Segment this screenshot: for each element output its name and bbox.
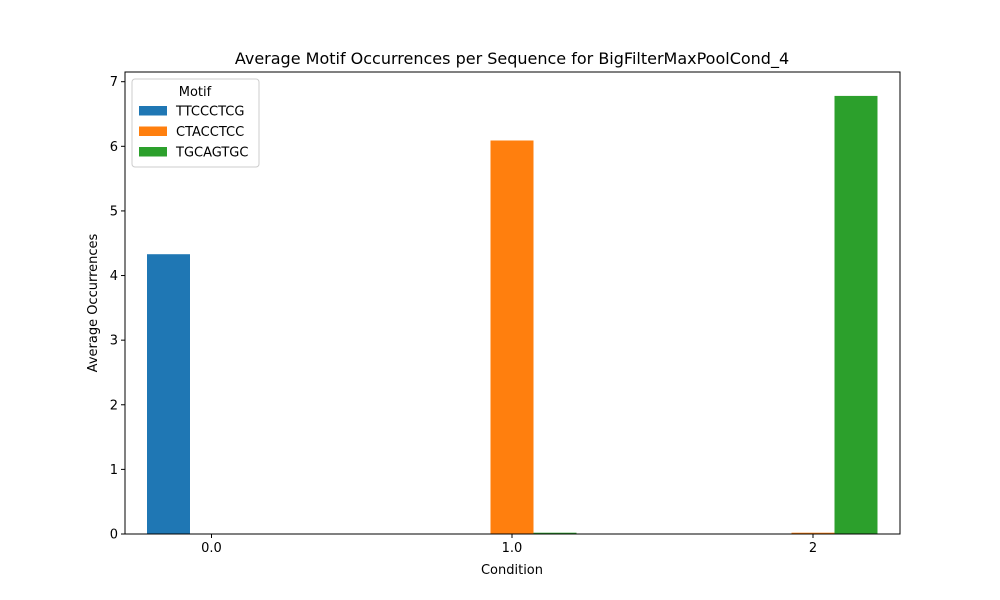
- x-tick-label: 0.0: [201, 541, 222, 556]
- x-tick-label: 1.0: [502, 541, 523, 556]
- y-tick-label: 0: [110, 528, 118, 543]
- x-axis: 0.0 1.0 2: [201, 534, 817, 556]
- bar-tgcagtgc-2: [834, 95, 878, 535]
- y-tick-label: 2: [110, 398, 118, 413]
- legend: Motif TTCCCTCG CTACCTCC TGCAGTGC: [131, 78, 260, 168]
- bar-tgcagtgc-1: [533, 532, 577, 534]
- legend-label-ttccctcg: TTCCCTCG: [175, 105, 244, 120]
- x-tick-label: 2: [809, 541, 817, 556]
- y-tick-label: 7: [110, 75, 118, 90]
- y-tick-label: 5: [110, 204, 118, 219]
- chart-title: Average Motif Occurrences per Sequence f…: [235, 49, 789, 69]
- y-tick-label: 6: [110, 140, 118, 155]
- x-axis-label: Condition: [481, 563, 543, 578]
- legend-label-tgcagtgc: TGCAGTGC: [175, 146, 248, 161]
- y-axis-label: Average Occurrences: [86, 233, 101, 372]
- legend-label-ctacctcc: CTACCTCC: [176, 125, 244, 140]
- bars-group: [147, 95, 878, 535]
- bar-ttccctcg-0: [147, 254, 190, 534]
- y-axis: 0 1 2 3 4 5 6 7: [110, 75, 125, 543]
- legend-swatch-ctacctcc: [139, 126, 167, 136]
- legend-swatch-ttccctcg: [139, 106, 167, 116]
- legend-swatch-tgcagtgc: [139, 147, 167, 157]
- legend-frame: [131, 78, 260, 168]
- bar-ctacctcc-2: [791, 532, 835, 534]
- y-tick-label: 3: [110, 334, 118, 349]
- y-tick-label: 4: [110, 269, 118, 284]
- y-tick-label: 1: [110, 463, 118, 478]
- legend-title: Motif: [179, 85, 212, 100]
- bar-ctacctcc-1: [490, 140, 534, 534]
